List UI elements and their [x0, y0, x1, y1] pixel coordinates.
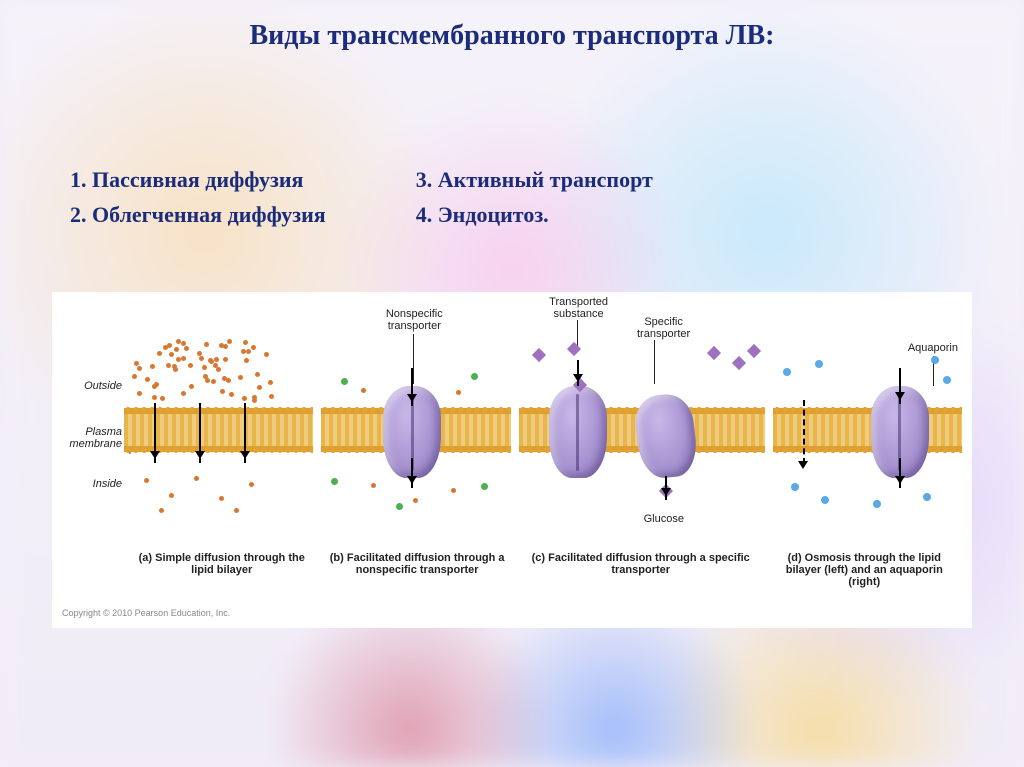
- transporter-protein: [549, 386, 607, 478]
- label-specific-transporter: Specific transporter: [624, 316, 704, 340]
- copyright-text: Copyright © 2010 Pearson Education, Inc.: [62, 608, 962, 618]
- water-icon: [791, 483, 799, 491]
- substrate-icon: [747, 344, 761, 358]
- ion-icon: [471, 373, 478, 380]
- water-icon: [923, 493, 931, 501]
- transport-types-list: Пассивная диффузия Облегченная диффузия …: [50, 162, 974, 232]
- label-inside: Inside: [93, 478, 122, 490]
- page-title: Виды трансмембранного транспорта ЛВ:: [50, 20, 974, 52]
- side-labels: Outside Plasma membrane { Inside: [62, 308, 124, 518]
- label-transported-substance: Transported substance: [539, 296, 619, 320]
- water-icon: [943, 376, 951, 384]
- arrow-down-icon: [899, 368, 901, 404]
- water-icon: [783, 368, 791, 376]
- arrow-down-icon: [154, 403, 156, 463]
- leader-line: [413, 334, 414, 384]
- substrate-icon: [567, 342, 581, 356]
- molecule-icon: [371, 483, 376, 488]
- panel-row: Outside Plasma membrane { Inside documen…: [62, 308, 962, 548]
- label-plasma-membrane: Plasma membrane: [62, 426, 122, 450]
- lipid-bilayer: [773, 408, 962, 452]
- membrane-diagram: Outside Plasma membrane { Inside documen…: [52, 292, 972, 628]
- arrow-down-icon: [411, 368, 413, 406]
- arrow-down-icon: [411, 458, 413, 488]
- water-icon: [815, 360, 823, 368]
- water-icon: [821, 496, 829, 504]
- lipid-bilayer: [124, 408, 313, 452]
- substrate-icon: [732, 356, 746, 370]
- label-nonspecific-transporter: Nonspecific transporter: [369, 308, 459, 332]
- caption-b: (b) Facilitated diffusion through a nons…: [319, 552, 514, 588]
- label-glucose: Glucose: [644, 513, 684, 525]
- label-aquaporin: Aquaporin: [908, 342, 958, 354]
- ion-icon: [396, 503, 403, 510]
- dashed-arrow-icon: [803, 400, 805, 464]
- molecule-icon: [361, 388, 366, 393]
- molecules-inside: [124, 468, 313, 518]
- panel-b-facilitated-nonspecific: Nonspecific transporter: [321, 308, 510, 548]
- leader-line: [654, 340, 655, 384]
- caption-d: (d) Osmosis through the lipid bilayer (l…: [767, 552, 962, 588]
- substrate-icon: [707, 346, 721, 360]
- arrow-down-icon: [199, 403, 201, 463]
- panel-c-facilitated-specific: Transported substance Specific transport…: [519, 308, 765, 548]
- ion-icon: [341, 378, 348, 385]
- caption-row: (a) Simple diffusion through the lipid b…: [62, 552, 962, 588]
- panel-a-simple-diffusion: document.write(Array.from({length:60},(_…: [124, 308, 313, 548]
- molecule-icon: [451, 488, 456, 493]
- arrow-down-icon: [665, 476, 667, 500]
- arrow-down-icon: [899, 458, 901, 488]
- list-column-left: Пассивная диффузия Облегченная диффузия: [70, 162, 326, 232]
- molecule-icon: [456, 390, 461, 395]
- water-icon: [873, 500, 881, 508]
- slide-content: Виды трансмембранного транспорта ЛВ: Пас…: [0, 0, 1024, 648]
- list-item: 4. Эндоцитоз.: [416, 197, 653, 232]
- list-column-right: 3. Активный транспорт 4. Эндоцитоз.: [416, 162, 653, 232]
- water-icon: [931, 356, 939, 364]
- panel-d-osmosis-aquaporin: Aquaporin: [773, 308, 962, 548]
- molecules-outside: document.write(Array.from({length:60},(_…: [124, 338, 313, 408]
- ion-icon: [481, 483, 488, 490]
- panels-container: document.write(Array.from({length:60},(_…: [124, 308, 962, 548]
- arrow-down-icon: [577, 360, 579, 386]
- ion-icon: [331, 478, 338, 485]
- caption-c: (c) Facilitated diffusion through a spec…: [515, 552, 767, 588]
- list-item: Пассивная диффузия: [70, 162, 326, 197]
- arrowhead-icon: [798, 461, 808, 474]
- substrate-icon: [532, 348, 546, 362]
- molecule-icon: [413, 498, 418, 503]
- list-item: Облегченная диффузия: [70, 197, 326, 232]
- arrow-down-icon: [244, 403, 246, 463]
- label-outside: Outside: [84, 380, 122, 392]
- caption-a: (a) Simple diffusion through the lipid b…: [124, 552, 319, 588]
- list-item: 3. Активный транспорт: [416, 162, 653, 197]
